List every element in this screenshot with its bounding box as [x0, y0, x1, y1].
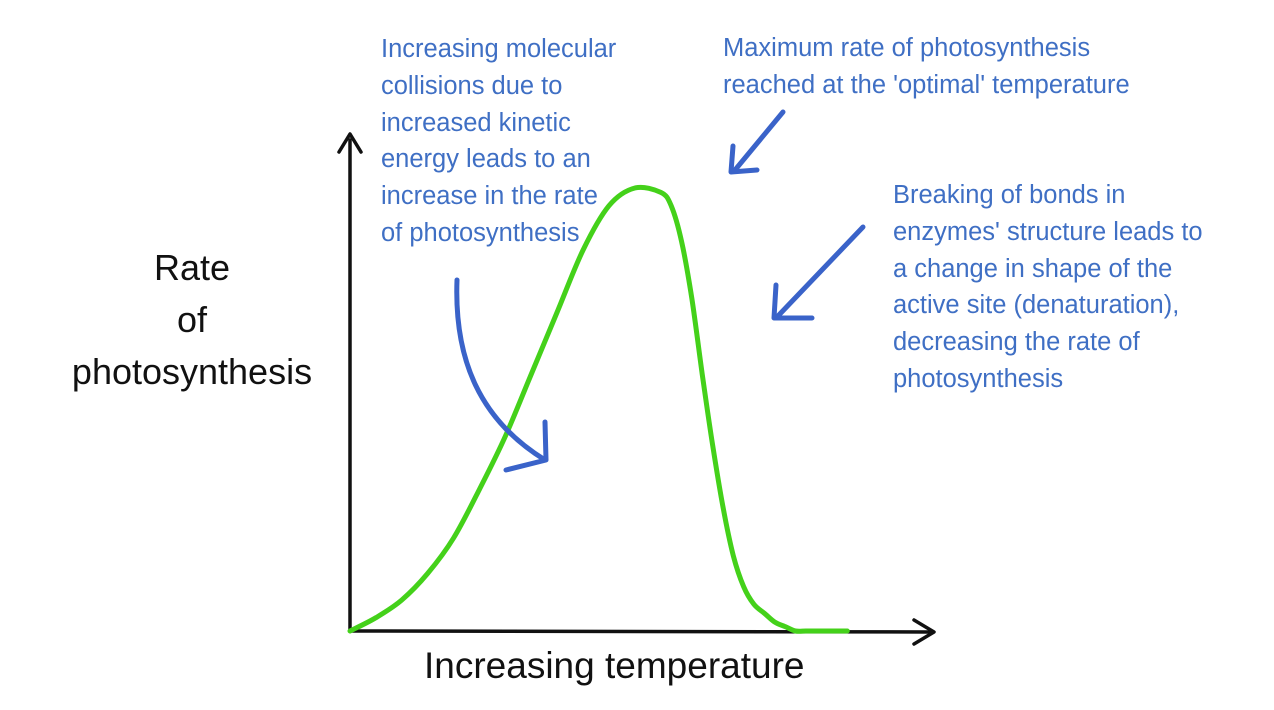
annotation-line: collisions due to	[381, 71, 563, 100]
arrow-increasing-shaft	[454, 277, 548, 463]
y-axis-label-line: photosynthesis	[71, 351, 313, 392]
arrow-increasing-head	[503, 419, 549, 473]
annotation-line: increase in the rate	[381, 182, 598, 211]
annotation-line: energy leads to an	[381, 145, 591, 174]
annotation-line: active site (denaturation),	[893, 291, 1180, 320]
annotation-line: photosynthesis	[893, 364, 1064, 393]
arrow-denaturation-shaft	[774, 224, 866, 320]
arrow-denaturation-head	[771, 282, 815, 321]
annotation-line: reached at the 'optimal' temperature	[723, 70, 1130, 99]
y-axis-arrowhead	[337, 132, 363, 154]
annotation-line: increased kinetic	[381, 108, 571, 137]
annotation-line: a change in shape of the	[893, 254, 1173, 283]
annotation-line: enzymes' structure leads to	[893, 217, 1203, 246]
arrow-maximum-shaft	[732, 109, 786, 173]
series-line-0	[347, 184, 850, 634]
x-axis-label: Increasing temperature	[424, 645, 805, 686]
arrow-maximum-head	[728, 143, 760, 175]
annotation-denaturation: Breaking of bonds in enzymes' structure …	[893, 177, 1203, 398]
annotation-increasing-collisions: Increasing molecular collisions due to i…	[381, 31, 616, 252]
annotation-line: Increasing molecular	[381, 35, 617, 63]
annotation-maximum-rate: Maximum rate of photosynthesis reached a…	[723, 30, 1130, 104]
y-axis-label: Rate of photosynthesis	[42, 242, 342, 398]
annotation-line: Maximum rate of photosynthesis	[723, 34, 1091, 62]
annotation-line: decreasing the rate of	[893, 328, 1140, 357]
y-axis-label-line: of	[176, 299, 208, 340]
x-axis-arrowhead	[912, 618, 936, 646]
y-axis-label-line: Rate	[153, 247, 231, 288]
annotation-line: Breaking of bonds in	[893, 181, 1126, 209]
annotation-line: of photosynthesis	[381, 218, 580, 247]
